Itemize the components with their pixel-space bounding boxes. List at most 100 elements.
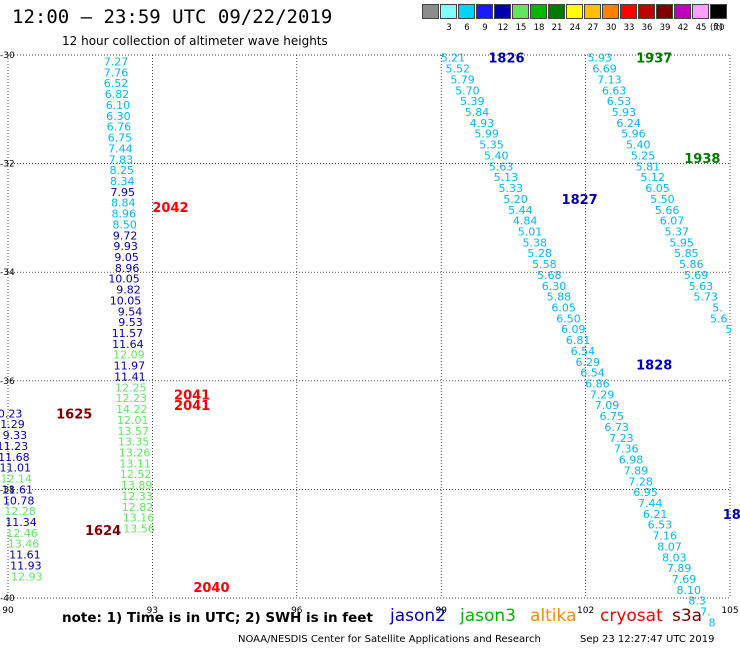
- wave-height-value: 9.05: [114, 251, 139, 264]
- credit-text: NOAA/NESDIS Center for Satellite Applica…: [238, 634, 541, 645]
- wave-height-value: 5.95: [669, 236, 694, 249]
- wave-height-value: 7.44: [108, 142, 133, 155]
- wave-height-value: 11.29: [0, 418, 25, 431]
- wave-height-value: 6.53: [648, 519, 673, 532]
- wave-height-value: 13.11: [119, 457, 151, 470]
- legend-label: 27: [587, 23, 599, 33]
- lon-tick-label: 102: [577, 606, 594, 616]
- wave-height-value: 6.81: [566, 334, 591, 347]
- legend-swatch: [566, 4, 583, 19]
- wave-height-value: 5.25: [631, 149, 656, 162]
- wave-height-value: 6.21: [643, 508, 668, 521]
- lon-tick-label: 105: [721, 606, 738, 616]
- wave-height-value: 5.68: [537, 269, 562, 282]
- legend-label: 15: [515, 23, 527, 33]
- wave-height-value: 5.01: [518, 225, 543, 238]
- wave-height-value: 6.29: [575, 356, 600, 369]
- wave-height-value: 6.73: [604, 421, 629, 434]
- wave-height-value: 5.12: [640, 171, 665, 184]
- page-title: 12:00 – 23:59 UTC 09/22/2019: [12, 6, 333, 28]
- wave-height-value: 8.34: [110, 175, 135, 188]
- wave-height-value: 12.93: [11, 570, 43, 583]
- pass-time-tag: 1625: [56, 407, 92, 422]
- wave-height-value: 10.23: [0, 407, 22, 420]
- wave-height-value: 6.54: [571, 345, 596, 358]
- wave-height-value: 7.: [700, 606, 711, 619]
- wave-height-value: 11.64: [112, 338, 144, 351]
- wave-height-value: 5.96: [621, 128, 646, 141]
- legend-swatch: [692, 4, 709, 19]
- wave-height-value: 12.14: [1, 473, 33, 486]
- wave-height-value: 10.05: [110, 294, 142, 307]
- wave-height-value: 7.76: [104, 66, 129, 79]
- wave-height-value: 6.05: [551, 301, 576, 314]
- legend-label: 39: [659, 23, 671, 33]
- wave-height-value: 6.98: [619, 454, 644, 467]
- legend-label: 18: [533, 23, 545, 33]
- page-subtitle: 12 hour collection of altimeter wave hei…: [62, 34, 328, 48]
- wave-height-value: 6.24: [616, 117, 641, 130]
- legend-swatch: [638, 4, 655, 19]
- wave-height-value: 4.93: [470, 117, 495, 130]
- lat-tick-label: -30: [0, 51, 15, 61]
- wave-height-value: 6.95: [633, 486, 658, 499]
- legend-swatch: [512, 4, 529, 19]
- legend-label: 42: [677, 23, 689, 33]
- wave-height-value: 5.50: [650, 193, 675, 206]
- wave-height-value: 5.33: [498, 182, 523, 195]
- legend-swatch: [548, 4, 565, 19]
- wave-height-value: 13.26: [119, 446, 151, 459]
- wave-height-value: 5.40: [484, 149, 509, 162]
- wave-height-value: 11.61: [9, 549, 41, 562]
- lat-tick-label: -38: [0, 485, 15, 495]
- wave-height-value: 10.05: [108, 273, 140, 286]
- legend-label: 24: [569, 23, 581, 33]
- satellite-name-s3a: s3a: [672, 606, 703, 626]
- lon-tick-label: 96: [291, 606, 303, 616]
- wave-height-value: 6.86: [585, 378, 610, 391]
- wave-height-value: 5.73: [693, 291, 718, 304]
- wave-height-value: 7.83: [109, 153, 134, 166]
- wave-height-value: 8.10: [677, 584, 702, 597]
- wave-height-value: 6.82: [105, 88, 130, 101]
- wave-height-value: 12.01: [117, 414, 149, 427]
- wave-height-value: 6.75: [600, 410, 625, 423]
- wave-height-value: 6.75: [108, 132, 133, 145]
- wave-height-value: 6.05: [645, 182, 670, 195]
- lon-tick-label: 90: [2, 606, 14, 616]
- wave-height-value: 5.37: [665, 225, 690, 238]
- wave-height-value: 11.41: [114, 370, 146, 383]
- pass-time-tag: 1937: [636, 52, 672, 67]
- wave-height-value: 8.96: [111, 208, 136, 221]
- wave-height-value: 8.07: [657, 540, 682, 553]
- wave-height-value: 5.88: [547, 291, 572, 304]
- legend-swatch: [494, 4, 511, 19]
- wave-height-value: 11.97: [114, 360, 146, 373]
- wave-height-value: 11.93: [10, 559, 42, 572]
- satellite-name-jason3: jason3: [460, 606, 516, 626]
- legend-label: 12: [497, 23, 509, 33]
- pass-time-tag: 2041: [174, 388, 210, 403]
- wave-height-value: 5.35: [479, 139, 504, 152]
- satellite-name-altika: altika: [530, 606, 577, 626]
- pass-time-tag: 18: [723, 508, 740, 523]
- lat-tick-label: -40: [0, 594, 15, 604]
- wave-height-value: 11.61: [1, 483, 33, 496]
- color-legend: 3 6 9 12 15 18 21 24 27 30 33 36 39 42 45 70 (ft): [422, 4, 732, 34]
- wave-height-value: 9.82: [116, 284, 141, 297]
- wave-height-value: 12.82: [122, 501, 154, 514]
- wave-height-value: 8.96: [115, 262, 140, 275]
- wave-height-value: 12.28: [4, 505, 36, 518]
- wave-height-value: 13.35: [118, 436, 150, 449]
- wave-height-value: 5.93: [588, 52, 613, 65]
- legend-swatch: [710, 4, 727, 19]
- wave-height-value: 5.84: [465, 106, 490, 119]
- legend-unit: (ft): [710, 23, 723, 33]
- pass-time-tag: 2040: [193, 581, 229, 596]
- wave-height-value: 5.66: [655, 204, 680, 217]
- legend-swatch: [476, 4, 493, 19]
- wave-height-value: 6.50: [556, 312, 581, 325]
- legend-swatch: [422, 4, 439, 19]
- pass-time-tag: 1624: [85, 524, 121, 539]
